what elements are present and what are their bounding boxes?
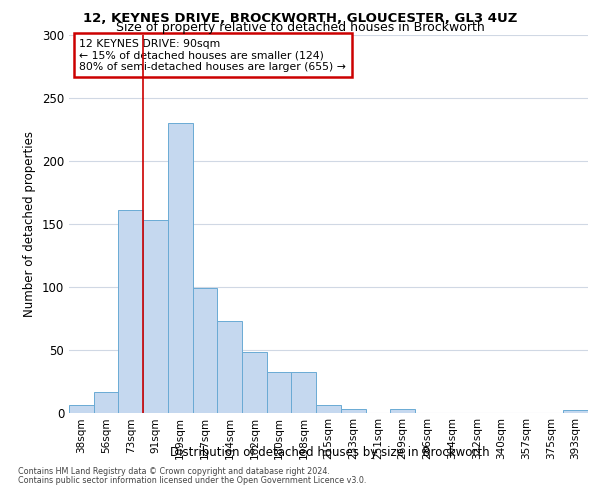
Bar [217,320,242,412]
Bar [193,288,217,412]
Bar [242,352,267,412]
Text: 12, KEYNES DRIVE, BROCKWORTH, GLOUCESTER, GL3 4UZ: 12, KEYNES DRIVE, BROCKWORTH, GLOUCESTER… [83,12,517,24]
Bar [341,408,365,412]
Bar [390,408,415,412]
Bar [316,405,341,412]
Text: Contains HM Land Registry data © Crown copyright and database right 2024.: Contains HM Land Registry data © Crown c… [18,468,330,476]
Bar [267,372,292,412]
Bar [69,405,94,412]
Text: Distribution of detached houses by size in Brockworth: Distribution of detached houses by size … [170,446,490,459]
Y-axis label: Number of detached properties: Number of detached properties [23,130,37,317]
Bar [143,220,168,412]
Bar [292,372,316,412]
Bar [94,392,118,412]
Text: Contains public sector information licensed under the Open Government Licence v3: Contains public sector information licen… [18,476,367,485]
Bar [118,210,143,412]
Bar [563,410,588,412]
Text: Size of property relative to detached houses in Brockworth: Size of property relative to detached ho… [116,22,484,35]
Bar [168,123,193,412]
Text: 12 KEYNES DRIVE: 90sqm
← 15% of detached houses are smaller (124)
80% of semi-de: 12 KEYNES DRIVE: 90sqm ← 15% of detached… [79,39,346,72]
